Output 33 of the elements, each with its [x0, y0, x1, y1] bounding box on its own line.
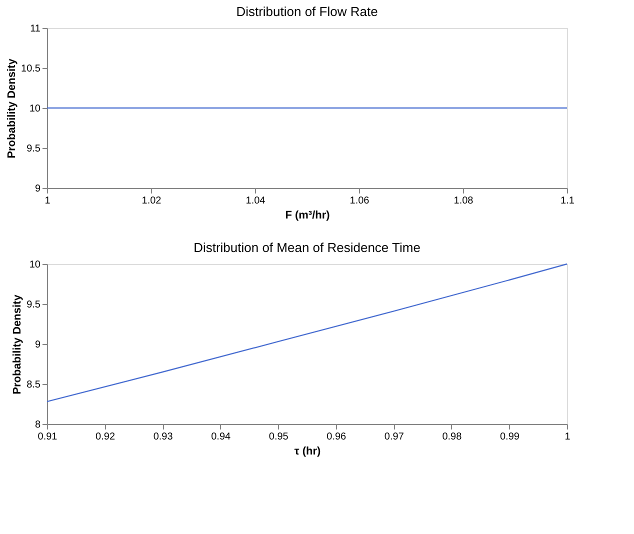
- y-axis-title: Probability Density: [12, 294, 24, 394]
- x-tick-label: 1.02: [142, 196, 162, 206]
- x-tick-label: 1.1: [560, 196, 575, 206]
- x-tick-label: 0.97: [384, 432, 404, 442]
- y-tick-label: 9.5: [26, 144, 41, 154]
- x-tick-label: 0.96: [326, 432, 347, 442]
- x-tick-label: 0.93: [153, 432, 174, 442]
- x-tick-label: 0.94: [211, 432, 231, 442]
- x-tick-label: 0.91: [38, 432, 58, 442]
- y-tick-label: 10.5: [21, 64, 41, 74]
- x-axis-title: F (m³/hr): [285, 210, 330, 222]
- y-axis-title: Probability Density: [6, 58, 18, 158]
- y-tick-label: 10: [29, 104, 41, 114]
- line-series: [46, 263, 568, 402]
- y-tick-label: 8.5: [26, 380, 41, 390]
- chart-title: Distribution of Mean of Residence Time: [194, 240, 420, 255]
- x-tick-label: 1.06: [350, 196, 370, 206]
- x-tick-label: 1.04: [246, 196, 266, 206]
- x-tick-label: 1: [564, 432, 571, 442]
- y-tick-label: 10: [29, 260, 41, 270]
- y-tick-label: 11: [30, 24, 41, 34]
- x-tick-label: 0.99: [500, 432, 520, 442]
- x-tick-label: 1.08: [454, 196, 474, 206]
- y-tick-label: 9: [34, 184, 41, 194]
- x-tick-label: 0.98: [442, 432, 462, 442]
- chart-title: Distribution of Flow Rate: [236, 4, 378, 19]
- x-tick-label: 1: [44, 196, 51, 206]
- y-tick-label: 9: [34, 340, 41, 350]
- x-tick-label: 0.95: [268, 432, 289, 442]
- y-tick-label: 9.5: [26, 300, 41, 310]
- x-tick-label: 0.92: [96, 432, 116, 442]
- y-tick-label: 8: [34, 420, 41, 430]
- x-axis-title: τ (hr): [294, 446, 321, 458]
